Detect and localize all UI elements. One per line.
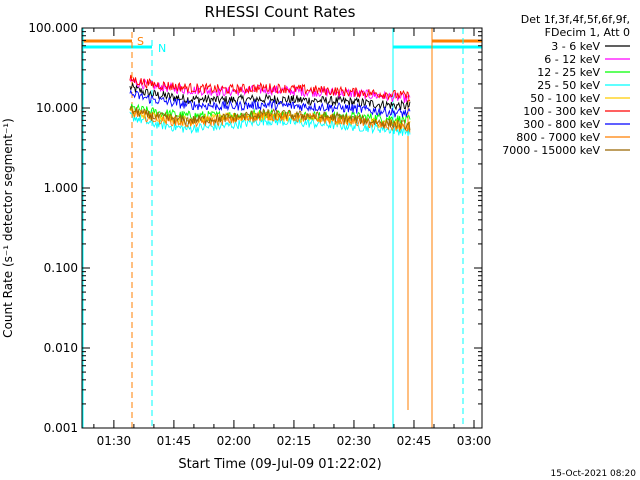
y-tick-label: 0.100 [44, 261, 78, 275]
plot-frame [81, 27, 483, 429]
y-tick-label: 100.000 [28, 21, 78, 35]
series-line-5 [129, 74, 411, 102]
x-axis: 01:30 01:45 02:00 02:15 02:30 02:45 03:00 [93, 28, 492, 448]
chart-title: RHESSI Count Rates [205, 3, 356, 21]
legend-entry-label: 12 - 25 keV [537, 66, 600, 79]
legend-header-line: Det 1f,3f,4f,5f,6f,9f, [521, 13, 630, 26]
legend-entry-label: 25 - 50 keV [537, 79, 600, 92]
legend-entry-label: 6 - 12 keV [544, 53, 600, 66]
x-tick-label: 01:30 [97, 434, 132, 448]
y-tick-label: 10.000 [36, 101, 78, 115]
series-line-3 [129, 111, 411, 137]
series-line-7 [129, 108, 411, 133]
y-axis: 0.001 0.010 0.100 1.000 10.000 100.000 [28, 21, 482, 435]
legend-entry-label: 3 - 6 keV [551, 40, 600, 53]
marker-label-n: N [158, 42, 166, 55]
legend-entry-label: 7000 - 15000 keV [502, 144, 600, 157]
x-tick-label: 02:45 [397, 434, 432, 448]
legend-header-line: FDecim 1, Att 0 [545, 26, 630, 39]
x-axis-label: Start Time (09-Jul-09 01:22:02) [178, 457, 381, 472]
x-tick-label: 02:30 [337, 434, 372, 448]
x-tick-label: 02:15 [277, 434, 312, 448]
legend-entry-label: 100 - 300 keV [523, 105, 600, 118]
y-axis-label: Count Rate (s⁻¹ detector segment⁻¹) [1, 118, 15, 338]
legend-entry-label: 300 - 800 keV [523, 118, 600, 131]
marker-label-s: S [137, 35, 144, 48]
series-layer [129, 74, 411, 137]
series-line-0 [129, 81, 411, 111]
legend-entry-label: 800 - 7000 keV [516, 131, 600, 144]
series-line-8 [129, 105, 411, 131]
y-tick-label: 0.010 [44, 341, 78, 355]
series-line-6 [129, 89, 411, 118]
x-tick-label: 01:45 [157, 434, 192, 448]
legend-entry-label: 50 - 100 keV [530, 92, 600, 105]
interval-overlay: SN [82, 28, 482, 428]
legend: Det 1f,3f,4f,5f,6f,9f,FDecim 1, Att 03 -… [502, 13, 630, 157]
y-tick-label: 1.000 [44, 181, 78, 195]
footer-timestamp: 15-Oct-2021 08:20 [551, 469, 637, 479]
y-tick-label: 0.001 [44, 421, 78, 435]
x-tick-label: 02:00 [217, 434, 252, 448]
x-tick-label: 03:00 [457, 434, 492, 448]
